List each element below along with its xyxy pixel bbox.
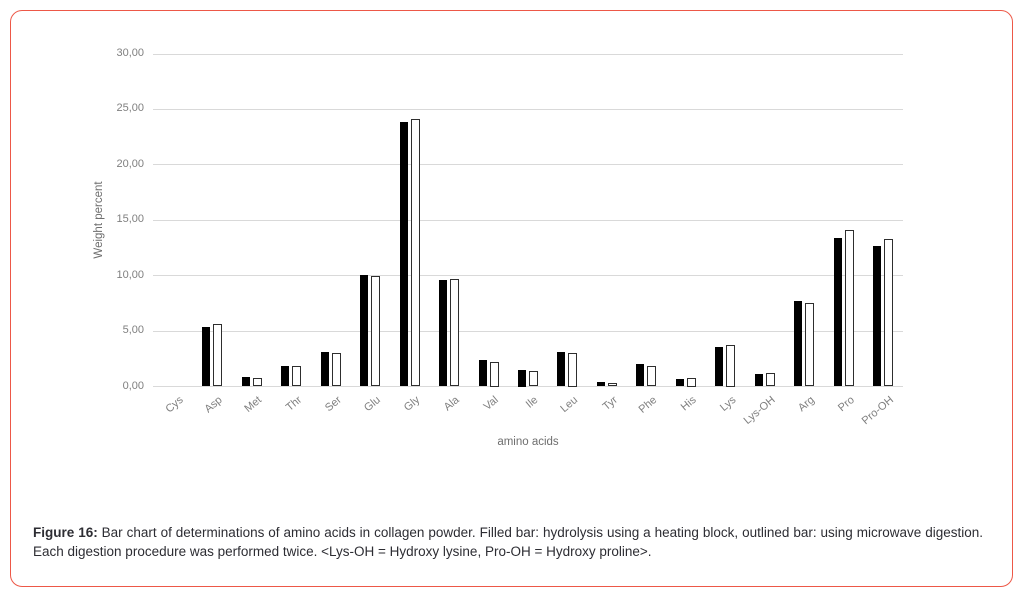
bar-outlined-ala (450, 278, 460, 387)
bar-filled-his (675, 379, 684, 387)
bar-filled-phe (636, 364, 645, 387)
bar-filled-arg (794, 300, 803, 387)
bar-outlined-pro (844, 230, 854, 387)
bar-outlined-thr (292, 365, 302, 387)
bar-filled-pro (833, 237, 842, 387)
bar-filled-ile (518, 369, 526, 387)
y-tick-label: 0,00 (122, 379, 144, 392)
y-tick-label: 10,00 (116, 268, 144, 281)
bar-filled-lys-oh (754, 374, 763, 387)
bar-filled-leu (557, 352, 566, 387)
y-tick-label: 5,00 (122, 324, 144, 337)
bar-filled-asp (202, 326, 211, 387)
y-tick-label: 30,00 (116, 47, 144, 59)
figure-caption-text: Bar chart of determinations of amino aci… (33, 524, 983, 559)
bar-outlined-pro-oh (884, 238, 894, 387)
bar-outlined-glu (371, 275, 381, 387)
gridline (153, 275, 903, 277)
gridline (153, 108, 903, 110)
bar-outlined-arg (805, 302, 815, 387)
y-tick-label: 15,00 (116, 213, 144, 226)
bar-filled-met (241, 377, 250, 387)
figure-border (10, 10, 1013, 587)
bar-outlined-tyr (607, 383, 617, 387)
bar-outlined-asp (213, 324, 223, 387)
bar-filled-tyr (596, 382, 605, 387)
bar-filled-lys (715, 346, 724, 387)
gridline (153, 219, 903, 221)
bar-outlined-ser (331, 352, 341, 387)
bar-outlined-his (686, 378, 696, 387)
bar-filled-pro-oh (873, 245, 882, 387)
bar-outlined-val (489, 361, 499, 387)
bar-outlined-gly (410, 119, 420, 387)
bar-filled-glu (360, 274, 369, 387)
bar-outlined-lys (726, 344, 736, 387)
bar-outlined-met (252, 377, 262, 387)
bar-outlined-ile (529, 370, 538, 387)
gridline (153, 53, 903, 55)
gridline (153, 386, 903, 387)
bar-filled-ala (439, 280, 448, 387)
bar-filled-ser (320, 352, 329, 387)
x-axis-title: amino acids (497, 436, 559, 448)
figure-caption-label: Figure 16: (33, 524, 98, 540)
bar-filled-thr (281, 365, 290, 387)
figure-caption: Figure 16: Bar chart of determinations o… (33, 523, 983, 561)
gridline (153, 164, 903, 166)
bar-filled-val (478, 360, 487, 387)
y-tick-label: 25,00 (116, 102, 144, 115)
bar-filled-gly (399, 121, 408, 387)
y-axis-title: Weight percent (93, 181, 105, 259)
bar-outlined-leu (568, 353, 578, 387)
gridline (153, 330, 903, 332)
bar-outlined-phe (647, 365, 657, 387)
y-tick-label: 20,00 (116, 157, 144, 170)
bar-outlined-lys-oh (765, 372, 775, 387)
